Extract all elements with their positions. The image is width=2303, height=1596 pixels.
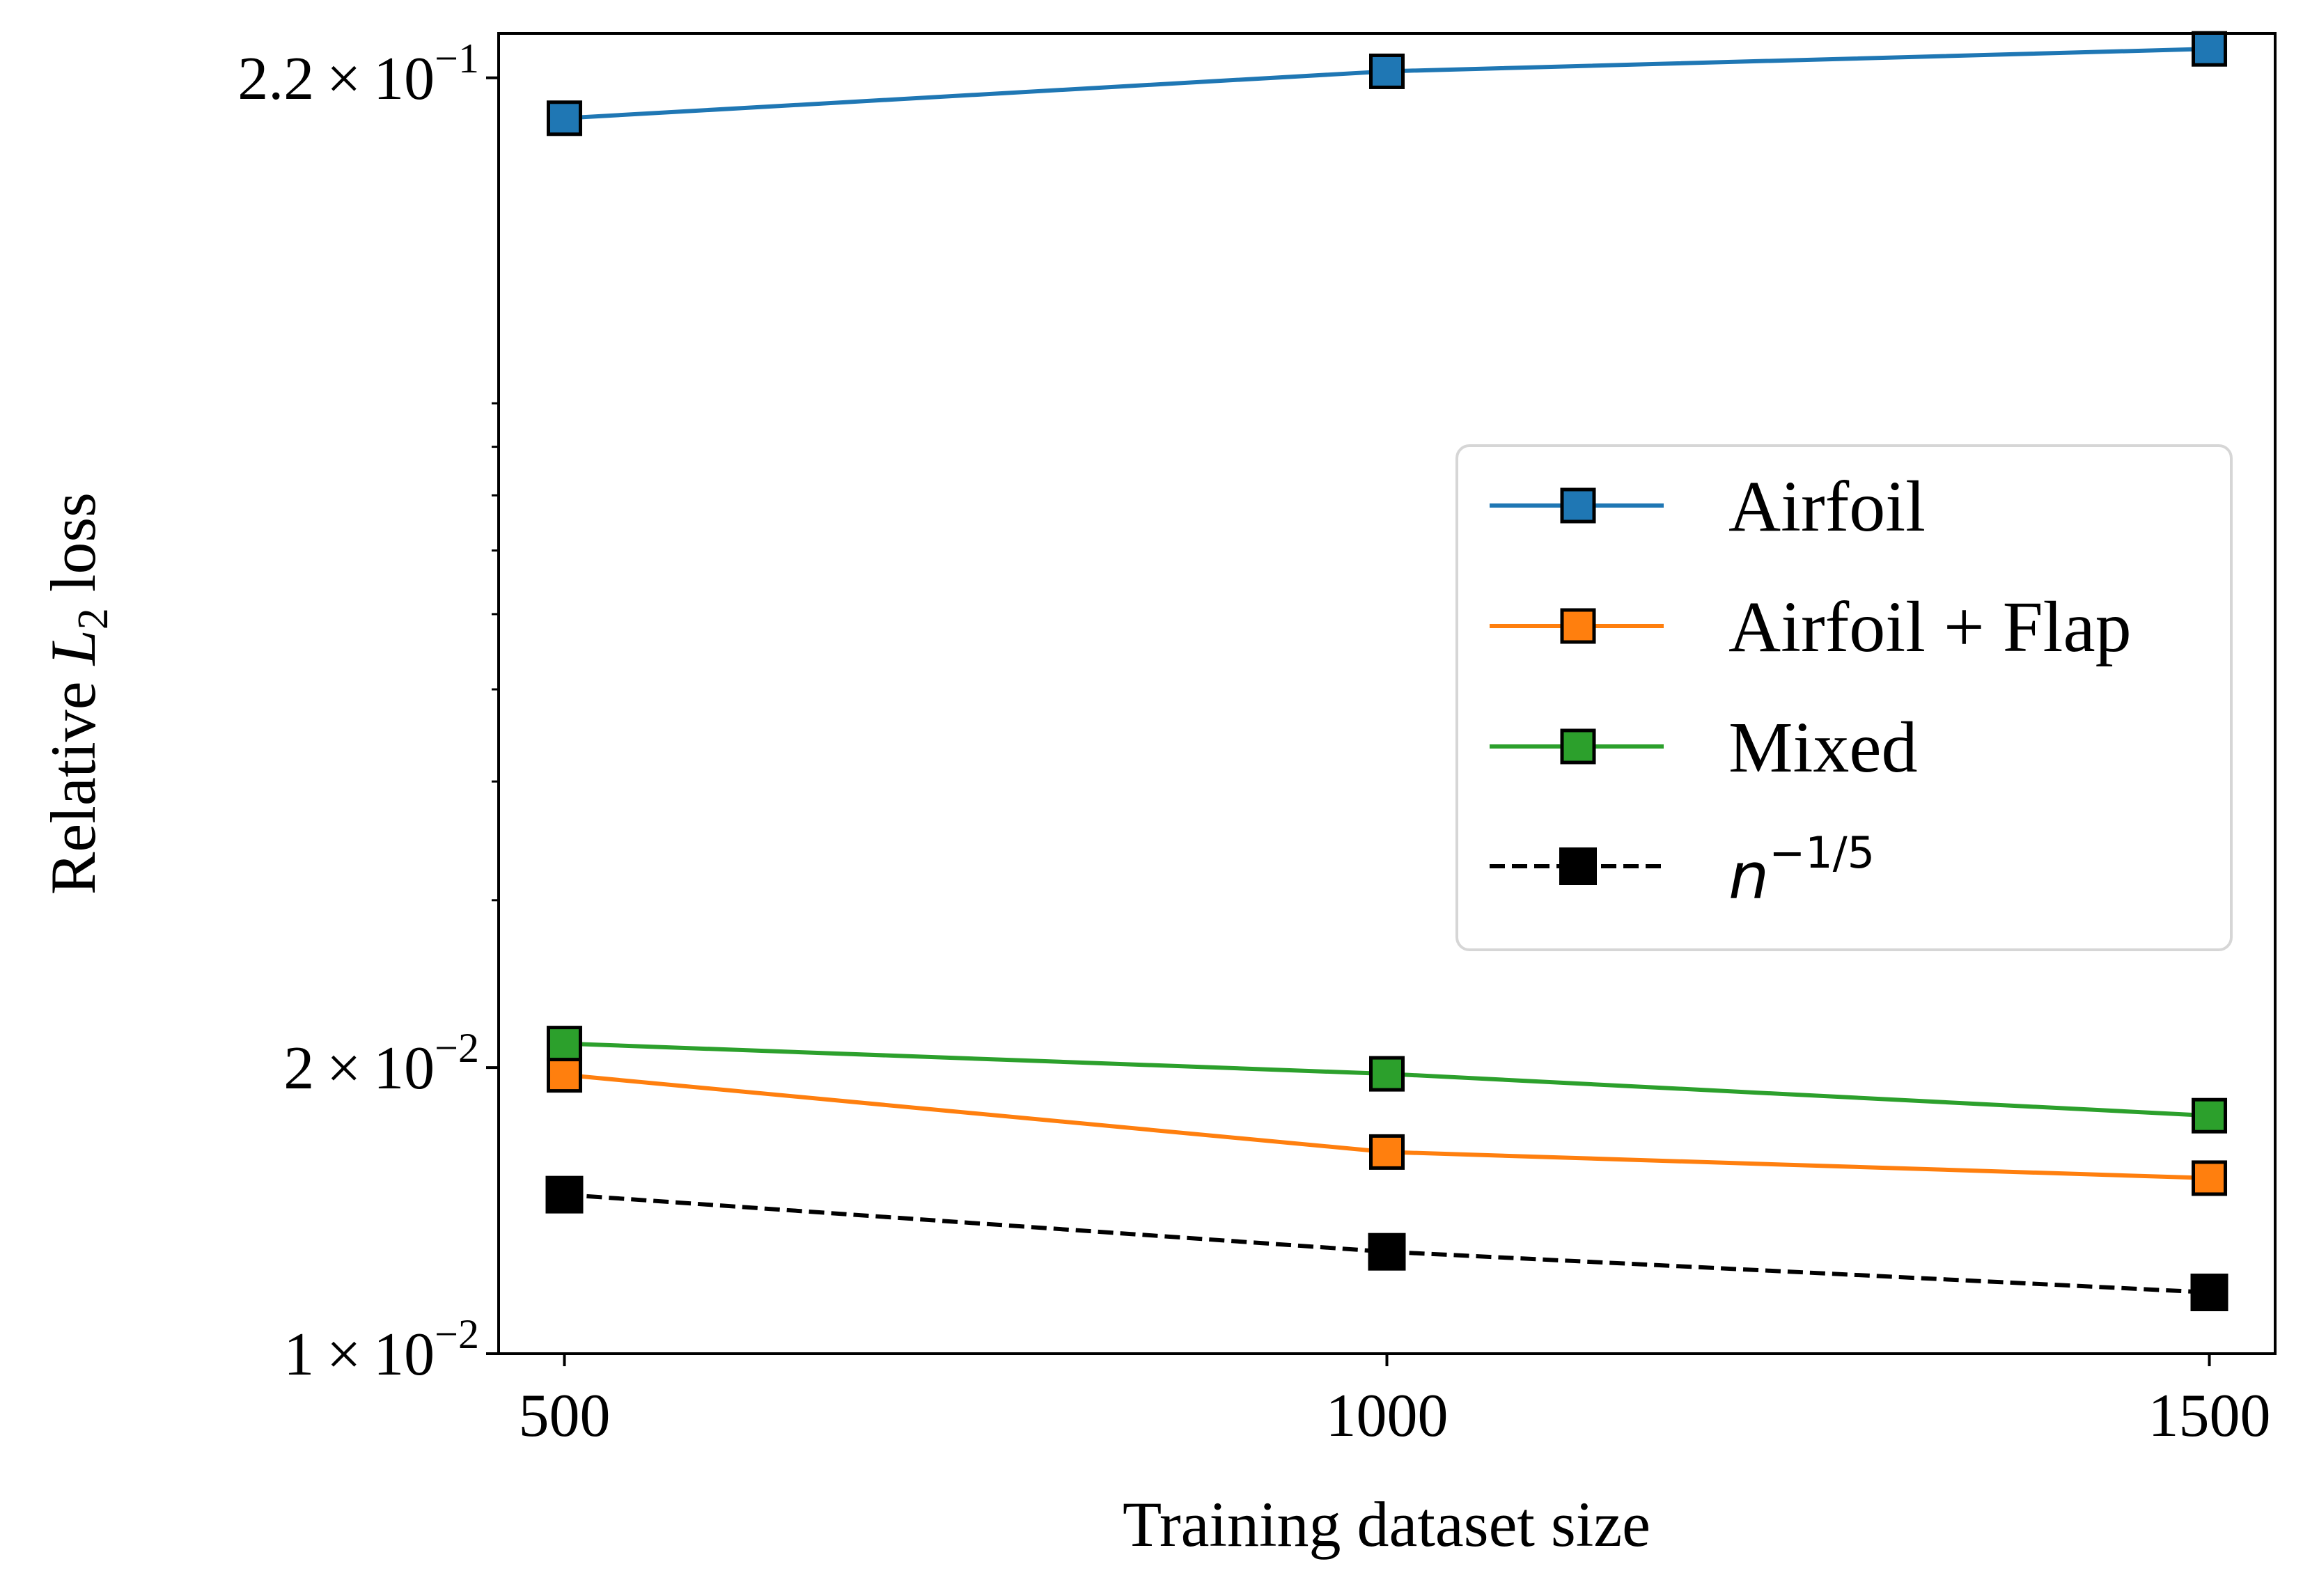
- series-layer: [545, 31, 2228, 1312]
- legend-box: [1455, 444, 2233, 951]
- legend-item-mixed: Mixed: [1490, 707, 1918, 788]
- y-axis-label-prefix: Relative: [38, 665, 109, 895]
- y-axis-label-symbol: L: [38, 629, 109, 666]
- y-axis-label-suffix: loss: [38, 492, 109, 608]
- legend-marker-airfoil: [1560, 487, 1596, 524]
- data-point-airfoil-flap-1000: [1369, 1134, 1405, 1170]
- data-point-n-1-5-1500: [2190, 1274, 2228, 1312]
- data-point-airfoil-flap-500: [546, 1057, 582, 1093]
- legend-label-reference-exponent: −1/5: [1769, 827, 1875, 878]
- y-tick-mantissa: 2.2 × 10: [237, 45, 435, 113]
- legend-item-reference: n−1/5: [1490, 827, 1875, 914]
- y-tick-label-0.22: 2.2 × 10−1: [237, 36, 479, 113]
- legend-label-airfoil: Airfoil: [1728, 467, 1926, 547]
- y-tick-label-0.02: 2 × 10−2: [283, 1025, 479, 1102]
- legend: Airfoil Airfoil + Flap Mixed n−1/5: [1455, 444, 2233, 951]
- x-axis-label: Training dataset size: [1123, 1489, 1650, 1560]
- x-tick-label-1000: 1000: [1326, 1382, 1449, 1450]
- legend-marker-airfoil-flap: [1560, 608, 1596, 644]
- data-point-n-1-5-500: [545, 1175, 584, 1214]
- data-point-mixed-500: [546, 1026, 582, 1062]
- y-tick-exponent: −2: [435, 1025, 479, 1071]
- series-line-n-1-5: [564, 1192, 2210, 1295]
- y-tick-exponent: −1: [435, 36, 479, 81]
- legend-item-airfoil: Airfoil: [1490, 467, 1926, 547]
- y-axis-label: Relative L2 loss: [38, 492, 117, 895]
- data-point-mixed-1000: [1369, 1056, 1405, 1092]
- data-point-airfoil-1500: [2192, 31, 2228, 67]
- data-point-n-1-5-1000: [1368, 1233, 1406, 1271]
- legend-label-reference: n−1/5: [1728, 827, 1875, 914]
- y-tick-mantissa: 2 × 10: [283, 1035, 435, 1102]
- legend-marker-mixed: [1560, 728, 1596, 765]
- x-tick-label-500: 500: [518, 1382, 610, 1450]
- data-point-mixed-1500: [2192, 1097, 2228, 1134]
- data-point-airfoil-flap-1500: [2192, 1160, 2228, 1196]
- data-point-airfoil-1000: [1369, 53, 1405, 89]
- y-axis-label-subscript: 2: [70, 608, 117, 629]
- y-tick-mantissa: 1 × 10: [283, 1321, 435, 1388]
- y-tick-label-0.01: 1 × 10−2: [283, 1311, 479, 1388]
- x-axis-ticks: 500 1000 1500: [518, 1354, 2271, 1450]
- x-tick-label-1500: 1500: [2148, 1382, 2271, 1450]
- legend-label-airfoil-flap: Airfoil + Flap: [1728, 587, 2132, 667]
- data-point-airfoil-500: [546, 100, 582, 136]
- legend-label-mixed: Mixed: [1728, 707, 1918, 788]
- legend-item-airfoil-flap: Airfoil + Flap: [1490, 587, 2132, 667]
- legend-marker-reference: [1559, 847, 1597, 885]
- y-axis-ticks: 2.2 × 10−12 × 10−21 × 10−2: [237, 36, 499, 1388]
- y-tick-exponent: −2: [435, 1311, 479, 1357]
- legend-label-reference-base: n: [1728, 839, 1769, 914]
